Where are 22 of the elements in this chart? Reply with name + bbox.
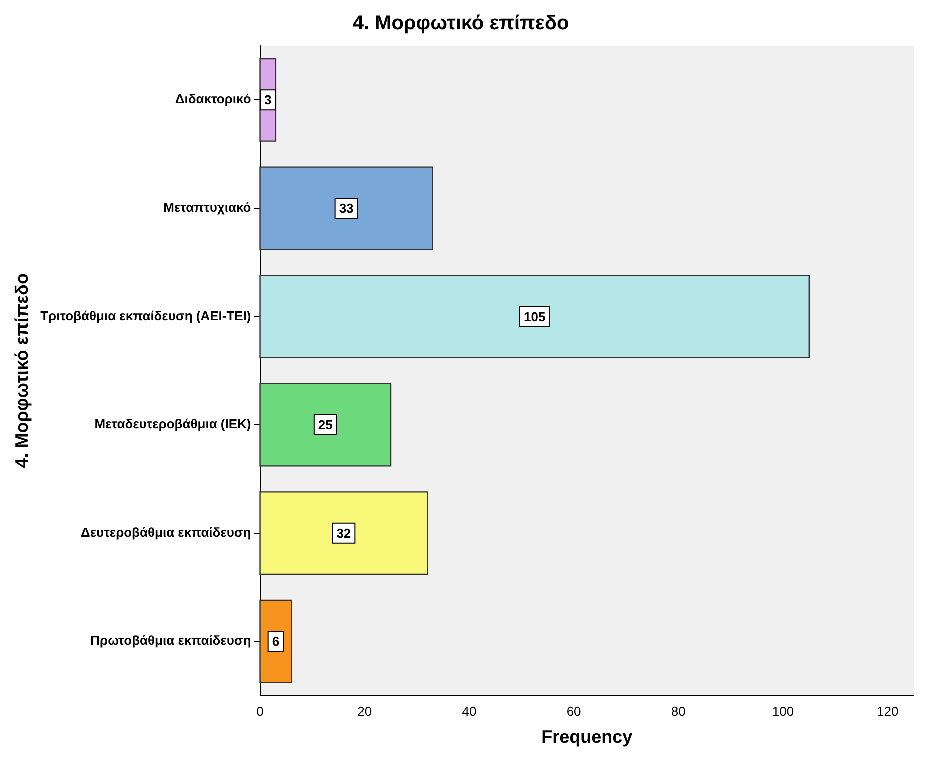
y-tick-label: Μεταδευτεροβάθμια (ΙΕΚ) [94,416,252,432]
x-tick-label: 80 [671,704,686,720]
data-label: 32 [336,526,352,541]
x-tick-label: 20 [358,704,372,720]
x-tick-label: 100 [772,704,794,720]
data-label: 105 [524,309,546,324]
y-tick-label: Διδακτορικό [175,92,252,107]
y-axis-title: 4. Μορφωτικό επίπεδο [12,274,32,468]
x-axis-title: Frequency [542,727,633,748]
x-tick-label: 60 [566,704,582,720]
y-tick-label: Πρωτοβάθμια εκπαίδευση [90,633,252,648]
chart-title: 4. Μορφωτικό επίπεδο [352,12,570,35]
x-tick-label: 40 [462,704,477,720]
data-label: 33 [339,201,354,216]
data-label: 3 [264,92,272,108]
x-tick-label: 0 [256,704,264,720]
data-label: 6 [272,634,280,650]
data-label: 25 [318,418,333,433]
y-tick-label: Τριτοβάθμια εκπαίδευση (ΑΕΙ-ΤΕΙ) [40,308,252,324]
y-tick-label: Δευτεροβάθμια εκπαίδευση [81,524,252,540]
x-tick-label: 120 [877,704,899,720]
y-tick-label: Μεταπτυχιακό [164,200,252,216]
